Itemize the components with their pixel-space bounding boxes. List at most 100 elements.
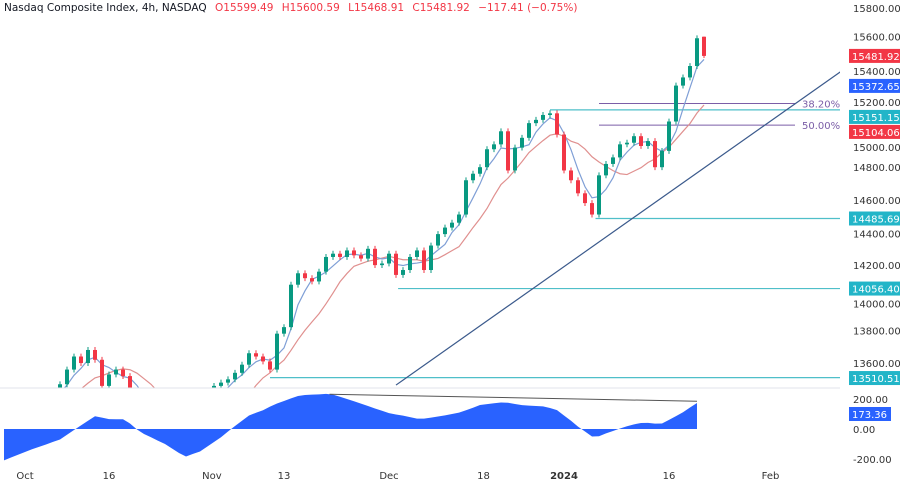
divergence-line	[329, 393, 698, 402]
x-tick-label: 13	[278, 471, 291, 482]
candle-body	[541, 114, 545, 120]
candle-body	[79, 356, 83, 364]
candle-body	[408, 256, 412, 271]
candle-body	[212, 385, 216, 388]
candle-body	[2, 399, 6, 400]
price-label-badge	[849, 371, 900, 386]
candle-body	[373, 248, 377, 266]
y-tick-label: 13800.00	[853, 326, 900, 337]
price-label: 13510.51	[852, 374, 900, 385]
x-tick-label: 16	[103, 471, 116, 482]
price-label-badge	[849, 281, 900, 296]
open-value: O15599.49	[215, 2, 274, 14]
candle-body	[681, 77, 685, 86]
candle-body	[233, 372, 237, 380]
candle-body	[268, 361, 272, 370]
price-label-badge	[849, 78, 900, 93]
oscillator-y-tick-label: 200.00	[853, 395, 888, 406]
oscillator-y-tick-label: -200.00	[853, 455, 892, 466]
y-tick-label: 14600.00	[853, 196, 900, 207]
candle-body	[387, 253, 391, 264]
candle-body	[513, 147, 517, 171]
candle-body	[380, 263, 384, 266]
candle-body	[359, 255, 363, 259]
candle-body	[688, 66, 692, 78]
candle-body	[240, 364, 244, 373]
candle-body	[646, 141, 650, 146]
candle-body	[576, 180, 580, 194]
x-tick-label: 16	[663, 471, 676, 482]
candle-body	[429, 245, 433, 271]
candle-body	[44, 396, 48, 403]
candle-body	[366, 248, 370, 259]
candle-body	[226, 379, 230, 383]
y-tick-label: 15800.00	[853, 4, 900, 15]
price-label: 15372.65	[852, 82, 900, 93]
candle-body	[527, 123, 531, 138]
candle-body	[247, 353, 251, 365]
candle-body	[331, 253, 335, 257]
price-label-badge	[849, 124, 900, 139]
candle-body	[450, 222, 454, 228]
candle-body	[121, 369, 125, 377]
candle-body	[520, 137, 524, 148]
candle-body	[625, 142, 629, 145]
y-tick-label: 13600.00	[853, 359, 900, 370]
candle-body	[639, 136, 643, 146]
low-value: L15468.91	[348, 2, 405, 14]
candle-body	[303, 273, 307, 279]
fib-level-label: 38.20%	[802, 100, 840, 111]
x-tick-label: Nov	[202, 471, 222, 482]
candle-body	[604, 163, 608, 176]
candle-body	[352, 250, 356, 256]
candle-body	[16, 404, 20, 409]
candle-body	[653, 141, 657, 168]
slow-moving-average	[81, 104, 705, 388]
price-label-badge	[849, 211, 900, 226]
trendline	[395, 71, 840, 386]
x-tick-label: Oct	[16, 471, 33, 482]
change-value: −117.41 (−0.75%)	[478, 2, 578, 14]
candle-body	[415, 250, 419, 257]
candle-body	[702, 36, 706, 56]
price-pane	[2, 35, 840, 426]
candle-body	[534, 119, 538, 124]
candle-body	[58, 384, 62, 388]
candle-body	[9, 399, 13, 404]
candle-body	[674, 85, 678, 122]
price-label: 15104.06	[852, 128, 900, 139]
candle-body	[51, 391, 55, 396]
oscillator-y-tick-label: 0.00	[853, 425, 875, 436]
y-tick-label: 15600.00	[853, 33, 900, 44]
oscillator-area	[4, 393, 697, 461]
candle-body	[492, 144, 496, 150]
candle-body	[205, 402, 209, 420]
candle-body	[471, 173, 475, 181]
price-label-badge	[849, 48, 900, 63]
candle-body	[93, 349, 97, 360]
oscillator-value-badge	[849, 407, 891, 421]
candle-body	[114, 369, 118, 375]
candle-body	[478, 167, 482, 174]
candle-body	[506, 131, 510, 171]
candle-body	[660, 150, 664, 168]
candle-body	[618, 144, 622, 158]
x-tick-label: Dec	[379, 471, 398, 482]
candle-body	[128, 376, 132, 388]
x-tick-label: 2024	[550, 471, 578, 482]
candle-body	[310, 278, 314, 282]
candle-body	[156, 419, 160, 426]
candle-body	[135, 392, 139, 403]
candle-body	[562, 134, 566, 171]
fib-level-label: 50.00%	[802, 121, 840, 132]
y-tick-label: 14000.00	[853, 300, 900, 311]
candle-body	[555, 113, 559, 135]
y-tick-label: 15000.00	[853, 143, 900, 154]
candle-body	[261, 356, 265, 362]
candle-body	[436, 234, 440, 246]
price-label: 15151.15	[852, 113, 900, 124]
oscillator-value-label: 173.36	[852, 410, 887, 421]
symbol-title[interactable]: Nasdaq Composite Index, 4h, NASDAQ	[4, 2, 207, 14]
candle-body	[422, 250, 426, 271]
